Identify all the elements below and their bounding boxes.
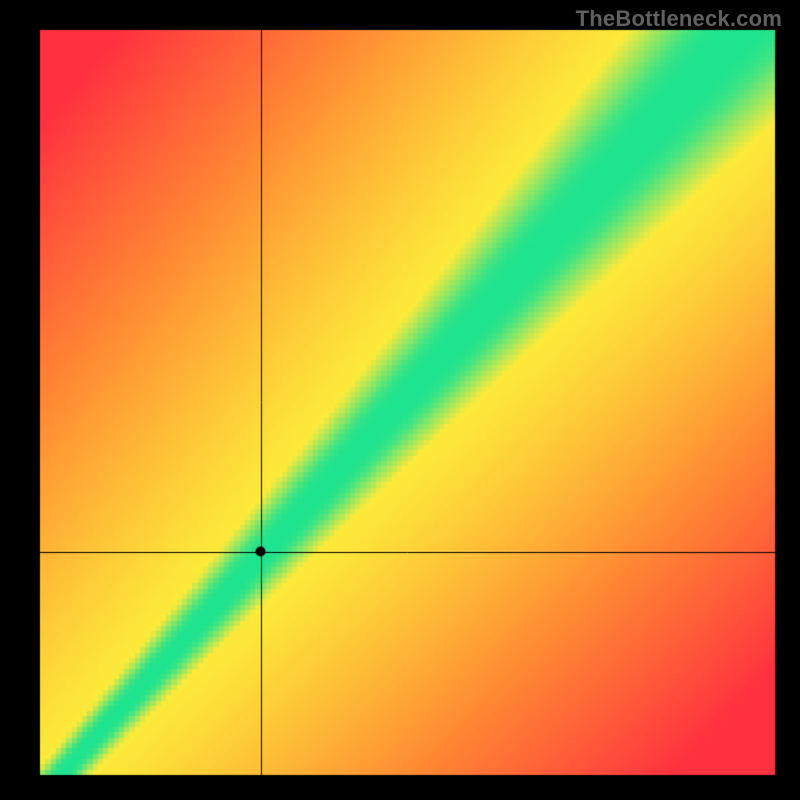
watermark-text: TheBottleneck.com: [576, 6, 782, 32]
chart-container: TheBottleneck.com: [0, 0, 800, 800]
heatmap-canvas: [0, 0, 800, 800]
